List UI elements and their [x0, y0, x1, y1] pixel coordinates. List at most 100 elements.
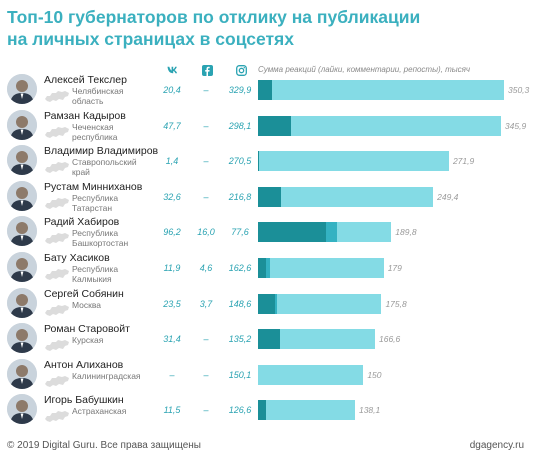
region-line: Калмыкия — [72, 274, 112, 284]
russia-map-glyph — [45, 375, 69, 387]
title-line-1: Топ-10 губернаторов по отклику на публик… — [7, 7, 421, 27]
russia-map-icon — [44, 161, 70, 175]
russia-map-glyph — [45, 304, 69, 316]
person-silhouette-icon — [7, 394, 37, 425]
russia-map-glyph — [45, 269, 69, 280]
russia-map-icon — [44, 90, 70, 104]
region-line: Башкортостан — [72, 238, 129, 249]
vk-value: 96,2 — [163, 227, 181, 238]
governor-photo — [7, 180, 37, 211]
fb-value: – — [203, 405, 209, 416]
governor-region: Республика Татарстан — [72, 193, 162, 213]
person-silhouette-icon — [7, 358, 37, 389]
ig-value: 126,6 — [228, 405, 252, 416]
total-label: 138,1 — [358, 405, 381, 416]
fb-value: – — [203, 156, 209, 167]
vk-value: 31,4 — [163, 334, 181, 345]
governor-photo — [7, 109, 37, 140]
total-label: 150 — [367, 369, 382, 380]
region-line: Республика — [72, 264, 119, 274]
region-line: область — [72, 96, 104, 106]
governor-region: Ставропольский край — [72, 157, 162, 177]
instagram-icon — [235, 64, 247, 76]
ig-value: 150,1 — [228, 369, 252, 380]
governor-region: Республика Башкортостан — [72, 228, 162, 248]
russia-map-icon — [44, 375, 70, 389]
vk-glyph — [167, 66, 178, 74]
governor-region: Москва — [72, 300, 162, 310]
governor-photo — [7, 287, 37, 318]
russia-map-glyph — [45, 91, 69, 102]
vk-value: – — [169, 369, 175, 380]
governor-region: Чеченская республика — [72, 122, 162, 142]
russia-map-icon — [44, 232, 70, 246]
total-bar — [258, 400, 355, 421]
region-line: Ставропольский — [72, 157, 137, 168]
governor-name: Рустам Минниханов — [44, 180, 143, 193]
governor-name: Сергей Собянин — [44, 287, 124, 300]
total-label: 175,8 — [385, 298, 407, 309]
footer-site: dgagency.ru — [469, 440, 524, 451]
fb-value: – — [203, 191, 209, 202]
fb-value: 16,0 — [197, 227, 215, 238]
fb-value: 3,7 — [199, 298, 213, 309]
total-bar — [258, 186, 434, 207]
vk-value: 32,6 — [163, 191, 181, 202]
vk-segment — [258, 329, 281, 350]
region-line: Астраханская — [72, 406, 127, 417]
region-line: Татарстан — [72, 202, 113, 213]
total-bar — [258, 222, 392, 243]
person-silhouette-icon — [7, 109, 37, 140]
facebook-icon — [201, 64, 213, 76]
governor-photo — [7, 216, 37, 247]
ig-value: 148,6 — [228, 298, 252, 309]
fb-segment — [325, 222, 337, 243]
total-bar — [258, 80, 504, 100]
fb-segment — [266, 258, 270, 278]
russia-map-icon — [44, 410, 70, 424]
governor-photo — [7, 252, 37, 282]
total-bar — [258, 151, 449, 172]
ig-value: 162,6 — [228, 263, 252, 273]
title-line-2: на личных страницах в соцсетях — [7, 29, 294, 49]
total-label: 189,8 — [395, 227, 417, 238]
russia-map-glyph — [45, 340, 69, 352]
ig-value: 329,9 — [228, 85, 252, 95]
person-silhouette-icon — [7, 287, 37, 318]
vk-value: 11,9 — [163, 263, 181, 273]
total-label: 271,9 — [452, 156, 475, 167]
region-line: Чеченская — [72, 121, 114, 132]
governor-region: Астраханская — [72, 406, 162, 416]
region-line: Москва — [72, 299, 102, 310]
vk-value: 1,4 — [165, 156, 179, 167]
russia-map-icon — [44, 197, 70, 211]
total-label: 179 — [387, 263, 402, 273]
governor-name: Игорь Бабушкин — [44, 394, 124, 407]
person-silhouette-icon — [7, 145, 37, 176]
governor-photo — [7, 145, 37, 176]
person-silhouette-icon — [7, 323, 37, 354]
chart-title: Топ-10 губернаторов по отклику на публик… — [7, 6, 487, 50]
governor-name: Алексей Текслер — [44, 74, 127, 86]
region-line: Республика — [72, 228, 119, 239]
person-silhouette-icon — [7, 74, 37, 104]
footer-copyright: © 2019 Digital Guru. Все права защищены — [7, 440, 201, 451]
person-silhouette-icon — [7, 252, 37, 282]
total-label: 350,3 — [508, 85, 530, 95]
total-label: 166,6 — [378, 334, 401, 345]
region-line: Челябинская — [72, 86, 124, 96]
vk-value: 23,5 — [163, 298, 181, 309]
fb-value: – — [203, 120, 209, 131]
total-bar — [258, 329, 375, 350]
region-line: Республика — [72, 192, 119, 203]
governor-region: Курская — [72, 335, 162, 345]
vk-value: 11,5 — [163, 405, 181, 416]
total-bar — [258, 115, 501, 136]
russia-map-glyph — [45, 233, 69, 245]
axis-caption: Сумма реакций (лайки, комментарии, репос… — [258, 65, 471, 74]
vk-segment — [258, 400, 267, 421]
fb-value: – — [203, 369, 209, 380]
vk-value: 20,4 — [163, 85, 181, 95]
governor-photo — [7, 358, 37, 389]
vk-segment — [258, 293, 275, 314]
